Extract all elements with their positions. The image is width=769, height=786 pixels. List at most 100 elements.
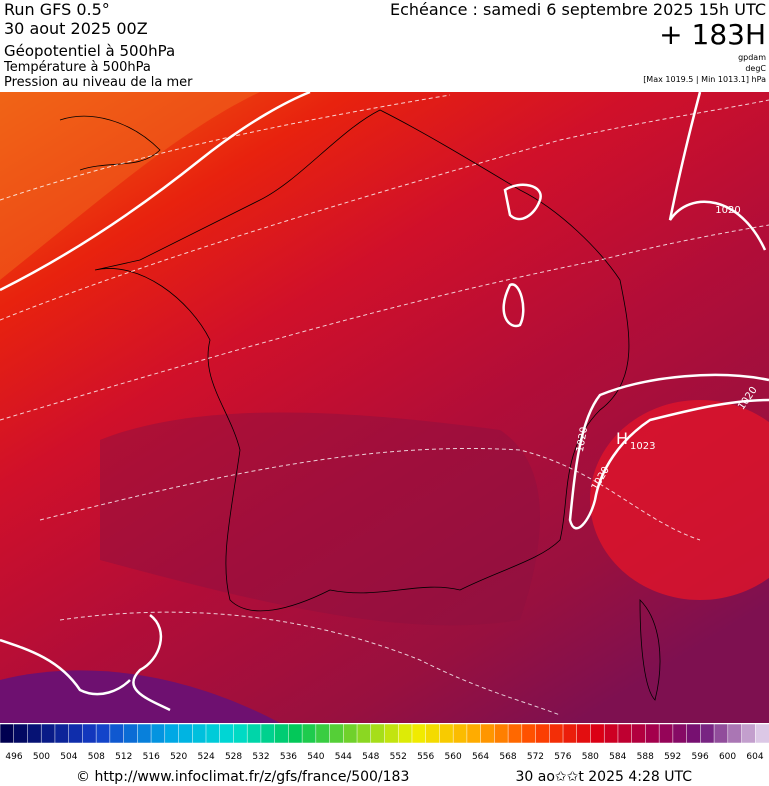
colorbar-cell	[301, 723, 317, 744]
temperature-isolines	[0, 94, 769, 716]
colorbar-cell	[109, 723, 125, 744]
colorbar-cell	[343, 723, 358, 744]
colorbar-label: 560	[445, 752, 462, 762]
colorbar-cell	[329, 723, 345, 744]
colorbar-cell	[727, 723, 743, 744]
uk-coast	[59, 115, 161, 171]
colorbar-cell	[40, 723, 56, 744]
field-2: Température à 500hPa	[3, 60, 151, 75]
colorbar-cell	[288, 723, 303, 744]
colorbar-cell	[741, 723, 757, 744]
colorbar-label: 536	[280, 752, 297, 762]
colorbar-cell	[672, 723, 688, 744]
field-1: Géopotentiel à 500hPa	[4, 42, 175, 60]
colorbar-cell	[246, 723, 262, 744]
colorbar-cell	[466, 723, 482, 744]
colorbar-cell	[384, 723, 399, 744]
colorbar-cell	[603, 723, 619, 744]
colorbar-cell	[178, 723, 193, 744]
warm-band	[0, 92, 260, 280]
colorbar-cell	[370, 723, 386, 744]
colorbar-cell	[452, 723, 468, 744]
colorbar-cell	[150, 723, 166, 744]
unit-3: [Max 1019.5 | Min 1013.1] hPa	[643, 75, 766, 84]
header: Run GFS 0.5° 30 aout 2025 00Z Géopotenti…	[3, 0, 766, 90]
unit-2: degC	[745, 64, 766, 73]
colorbar-cell	[686, 723, 702, 744]
colorbar-cell	[549, 723, 564, 744]
colorbar-cell	[137, 723, 152, 744]
footer: © http://www.infoclimat.fr/z/gfs/france/…	[76, 769, 692, 785]
colorbar-label: 508	[88, 752, 105, 762]
colorbar-label: 584	[609, 752, 626, 762]
colorbar-cell	[164, 723, 180, 744]
corsica	[639, 599, 661, 701]
colorbar-label: 516	[143, 752, 160, 762]
colorbar-label: 528	[225, 752, 242, 762]
colorbar-cell	[397, 723, 413, 744]
colorbar-cell	[95, 723, 111, 744]
colorbar-cell	[27, 723, 42, 744]
run-date: 30 aout 2025 00Z	[4, 19, 148, 38]
colorbar-cell	[425, 723, 441, 744]
colorbar-cell	[13, 723, 29, 744]
colorbar-cell	[713, 723, 729, 744]
isobars	[0, 90, 769, 712]
colorbar-cell	[219, 723, 235, 744]
colorbar-cell	[507, 723, 523, 744]
map: 1020 1020 1020 1020 H 1023	[0, 90, 769, 723]
colorbar-label: 512	[115, 752, 132, 762]
colorbar-label: 544	[335, 752, 352, 762]
colorbar-label: 572	[527, 752, 544, 762]
echeance: Echéance : samedi 6 septembre 2025 15h U…	[390, 0, 766, 19]
timestamp: 30 ao✩✩t 2025 4:28 UTC	[515, 769, 692, 785]
source-url: © http://www.infoclimat.fr/z/gfs/france/…	[76, 769, 409, 785]
colorbar-cell	[700, 723, 715, 744]
colorbar-cell	[192, 723, 207, 744]
colorbar-label: 596	[692, 752, 709, 762]
colorbar-label: 552	[390, 752, 407, 762]
france-outline	[94, 109, 630, 612]
colorbar-cell	[617, 723, 633, 744]
colorbar-label: 524	[198, 752, 215, 762]
colorbar-cell	[755, 723, 769, 744]
unit-1: gpdam	[738, 53, 766, 62]
cool-zone	[100, 412, 540, 626]
isobar-label: 1020	[715, 205, 740, 216]
colorbar-cell	[494, 723, 509, 744]
isobar-label: 1020	[575, 426, 590, 453]
colorbar-cell	[68, 723, 84, 744]
colorbar: 496 500 504 508 512 516 520 524 528 532 536 540 544 5…	[0, 723, 769, 762]
colorbar-cell	[54, 723, 70, 744]
colorbar-label: 532	[252, 752, 269, 762]
colorbar-cell	[576, 723, 592, 744]
colorbar-cell	[356, 723, 372, 744]
colorbar-cell	[411, 723, 427, 744]
colorbar-cell	[521, 723, 537, 744]
colorbar-label: 576	[554, 752, 571, 762]
colorbar-label: 500	[33, 752, 50, 762]
field-3: Pression au niveau de la mer	[4, 75, 193, 90]
colorbar-label: 568	[499, 752, 516, 762]
colorbar-label: 496	[5, 752, 22, 762]
colorbar-cell	[0, 723, 15, 744]
colorbar-label: 548	[362, 752, 379, 762]
colorbar-cell	[205, 723, 221, 744]
coastlines	[59, 109, 661, 701]
warm-spot	[590, 400, 769, 600]
colorbar-cell	[315, 723, 331, 744]
offset: + 183H	[659, 18, 766, 51]
colorbar-label: 600	[719, 752, 736, 762]
colorbar-cell	[645, 723, 660, 744]
colorbar-label: 580	[582, 752, 599, 762]
colorbar-cell	[658, 723, 674, 744]
colorbar-cell	[260, 723, 276, 744]
colorbar-label: 592	[664, 752, 681, 762]
colorbar-cell	[562, 723, 578, 744]
colorbar-cell	[631, 723, 647, 744]
colorbar-cell	[439, 723, 454, 744]
cold-spot	[0, 670, 280, 723]
colorbar-cell	[123, 723, 139, 744]
colorbar-label: 556	[417, 752, 434, 762]
